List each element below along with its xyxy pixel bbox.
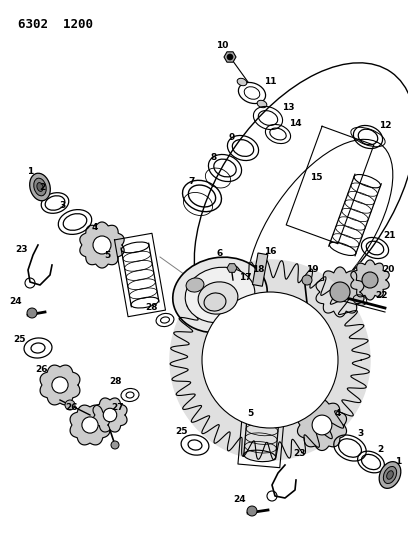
Circle shape xyxy=(111,441,119,449)
Text: 28: 28 xyxy=(109,377,121,386)
Ellipse shape xyxy=(204,293,226,311)
Text: 2: 2 xyxy=(39,183,45,192)
Polygon shape xyxy=(316,267,364,317)
Text: 26: 26 xyxy=(36,366,48,375)
Text: 3: 3 xyxy=(357,429,363,438)
Text: 6: 6 xyxy=(217,248,223,257)
Text: 2: 2 xyxy=(377,445,383,454)
Circle shape xyxy=(103,408,117,422)
Circle shape xyxy=(93,236,111,254)
Text: 25: 25 xyxy=(14,335,26,344)
Circle shape xyxy=(27,308,37,318)
Text: 22: 22 xyxy=(376,290,388,300)
Circle shape xyxy=(52,377,68,393)
Text: 4: 4 xyxy=(92,223,98,232)
Circle shape xyxy=(82,417,98,433)
Ellipse shape xyxy=(173,257,267,333)
Text: 4: 4 xyxy=(335,408,341,417)
Polygon shape xyxy=(40,365,80,405)
Text: 28: 28 xyxy=(146,303,158,312)
Text: 3: 3 xyxy=(59,200,65,209)
Text: 17: 17 xyxy=(239,273,251,282)
Circle shape xyxy=(302,275,312,285)
Text: 5: 5 xyxy=(104,251,110,260)
Text: 7: 7 xyxy=(189,176,195,185)
Polygon shape xyxy=(70,405,110,445)
Text: 12: 12 xyxy=(379,120,391,130)
Ellipse shape xyxy=(34,178,46,196)
Text: 9: 9 xyxy=(229,133,235,141)
Text: 20: 20 xyxy=(382,265,394,274)
Text: 24: 24 xyxy=(10,297,22,306)
Text: 26: 26 xyxy=(66,403,78,413)
Text: 13: 13 xyxy=(282,103,294,112)
Text: 21: 21 xyxy=(384,230,396,239)
Ellipse shape xyxy=(186,278,204,292)
Circle shape xyxy=(202,292,338,428)
Polygon shape xyxy=(297,400,346,450)
Circle shape xyxy=(312,415,332,435)
Ellipse shape xyxy=(185,267,255,323)
Circle shape xyxy=(227,54,233,60)
Text: 14: 14 xyxy=(289,119,302,128)
Text: 24: 24 xyxy=(234,496,246,505)
Polygon shape xyxy=(224,52,236,62)
Circle shape xyxy=(362,272,378,288)
Polygon shape xyxy=(80,222,124,268)
Text: 10: 10 xyxy=(216,41,228,50)
Ellipse shape xyxy=(37,183,43,191)
Circle shape xyxy=(65,400,75,410)
Text: 16: 16 xyxy=(264,247,276,256)
Ellipse shape xyxy=(387,471,393,479)
Polygon shape xyxy=(351,260,389,300)
Text: 23: 23 xyxy=(294,448,306,457)
Text: 27: 27 xyxy=(112,403,124,413)
Polygon shape xyxy=(170,260,370,460)
Circle shape xyxy=(330,282,350,302)
Text: 15: 15 xyxy=(310,174,322,182)
Bar xyxy=(253,253,268,286)
Ellipse shape xyxy=(237,78,247,86)
Text: 11: 11 xyxy=(264,77,276,86)
Text: 19: 19 xyxy=(306,265,318,274)
Text: 25: 25 xyxy=(176,427,188,437)
Text: 23: 23 xyxy=(16,246,28,254)
Ellipse shape xyxy=(198,282,238,314)
Polygon shape xyxy=(227,264,237,272)
Circle shape xyxy=(247,506,257,516)
Text: 5: 5 xyxy=(247,408,253,417)
Text: 6302  1200: 6302 1200 xyxy=(18,18,93,31)
Ellipse shape xyxy=(30,173,50,201)
Text: 1: 1 xyxy=(27,167,33,176)
Ellipse shape xyxy=(384,466,397,483)
Text: 8: 8 xyxy=(211,152,217,161)
Text: 1: 1 xyxy=(395,457,401,466)
Ellipse shape xyxy=(379,462,401,488)
Text: 18: 18 xyxy=(252,265,264,274)
Ellipse shape xyxy=(257,100,267,108)
Polygon shape xyxy=(93,398,127,432)
